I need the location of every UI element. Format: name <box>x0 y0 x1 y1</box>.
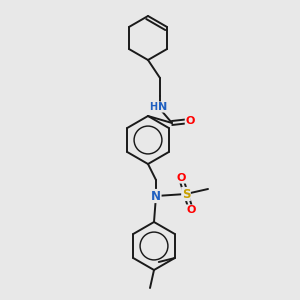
Text: N: N <box>158 102 168 112</box>
Text: H: H <box>149 102 157 112</box>
Text: O: O <box>176 173 186 183</box>
Text: N: N <box>151 190 161 202</box>
Text: O: O <box>186 205 196 215</box>
Text: S: S <box>182 188 190 200</box>
Text: O: O <box>185 116 195 126</box>
